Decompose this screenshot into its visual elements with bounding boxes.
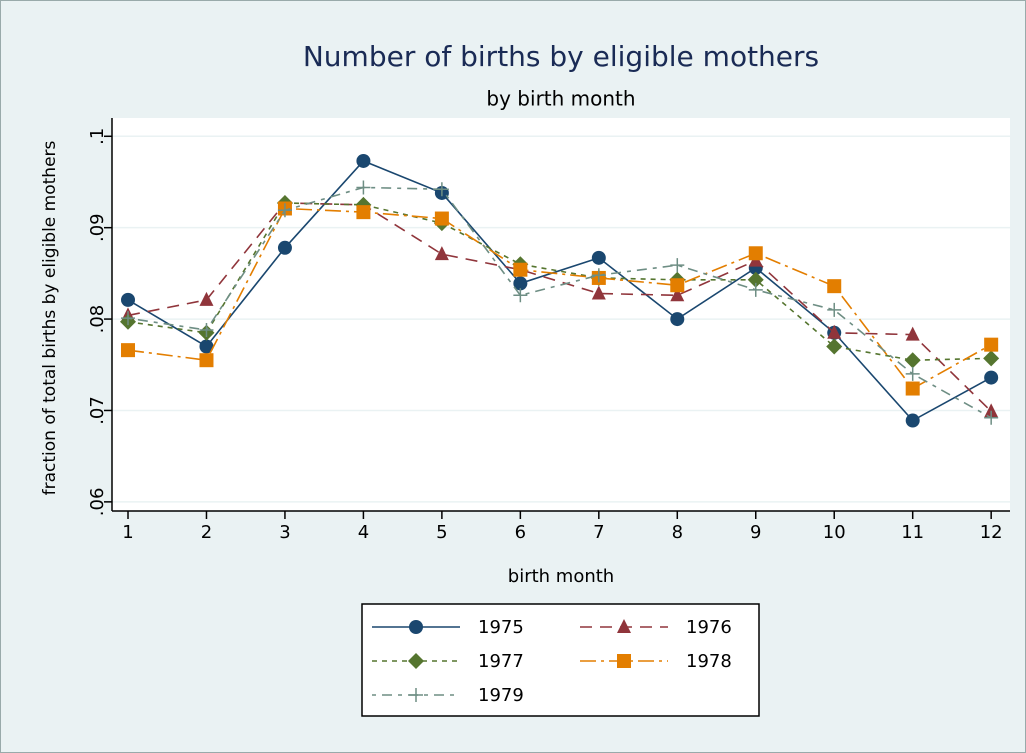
y-tick-label: .07 (87, 396, 108, 425)
marker (513, 288, 528, 303)
marker (905, 326, 920, 341)
legend-marker (617, 654, 631, 668)
marker (905, 381, 920, 396)
marker (827, 324, 842, 339)
legend-label: 1977 (478, 651, 524, 672)
y-tick-label: .08 (87, 305, 108, 334)
marker (591, 268, 606, 283)
marker (905, 413, 920, 428)
legend-marker (409, 688, 423, 702)
legend-marker (409, 620, 423, 634)
x-tick-label: 9 (750, 522, 761, 543)
legend-label: 1975 (478, 617, 524, 638)
marker (356, 205, 371, 220)
x-tick-label: 7 (593, 522, 604, 543)
series-line (127, 202, 992, 361)
marker (121, 311, 136, 326)
legend-label: 1976 (686, 617, 732, 638)
marker (983, 350, 1000, 367)
marker (826, 338, 843, 355)
marker (434, 246, 449, 261)
marker (904, 352, 921, 369)
legend (361, 603, 760, 717)
x-tick-label: 1 (122, 522, 133, 543)
marker (121, 343, 136, 358)
marker (827, 279, 842, 294)
marker (513, 276, 528, 291)
x-tick-label: 6 (515, 522, 526, 543)
marker (199, 291, 214, 306)
x-axis-label: birth month (508, 566, 614, 587)
marker (434, 182, 449, 197)
legend-marker (408, 653, 424, 669)
marker (199, 323, 214, 338)
series-line (127, 202, 992, 412)
series-line (127, 207, 992, 390)
x-tick-label: 11 (901, 522, 924, 543)
marker (670, 287, 685, 302)
marker (670, 312, 685, 327)
marker (121, 292, 136, 307)
marker (277, 240, 292, 255)
marker (984, 370, 999, 385)
marker (356, 153, 371, 168)
marker (670, 258, 685, 273)
y-tick-label: .1 (87, 128, 108, 145)
x-tick-label: 10 (823, 522, 846, 543)
marker (984, 337, 999, 352)
marker (434, 211, 449, 226)
marker (356, 180, 371, 195)
x-tick-label: 2 (201, 522, 212, 543)
marker (827, 302, 842, 317)
marker (984, 403, 999, 418)
marker (513, 262, 528, 277)
y-axis-label: fraction of total births by eligible mot… (40, 140, 60, 495)
plot-area (112, 118, 1010, 511)
series-line (127, 186, 992, 419)
marker (748, 246, 763, 261)
x-tick-label: 12 (980, 522, 1003, 543)
marker (591, 250, 606, 265)
x-tick-label: 4 (358, 522, 369, 543)
x-tick-label: 5 (436, 522, 447, 543)
marker (905, 366, 920, 381)
series-line (127, 160, 992, 422)
marker (277, 203, 292, 218)
chart-title: Number of births by eligible mothers (303, 40, 819, 73)
y-tick-label: .06 (87, 488, 108, 517)
legend-label: 1978 (686, 651, 732, 672)
marker (984, 410, 999, 425)
marker (748, 282, 763, 297)
marker (199, 339, 214, 354)
y-tick-label: .09 (87, 213, 108, 242)
marker (747, 271, 764, 288)
x-tick-label: 3 (279, 522, 290, 543)
x-tick-label: 8 (672, 522, 683, 543)
legend-label: 1979 (478, 685, 524, 706)
marker (199, 353, 214, 368)
chart-subtitle: by birth month (486, 87, 635, 111)
legend-marker (617, 619, 631, 633)
marker (591, 285, 606, 300)
marker (670, 278, 685, 293)
